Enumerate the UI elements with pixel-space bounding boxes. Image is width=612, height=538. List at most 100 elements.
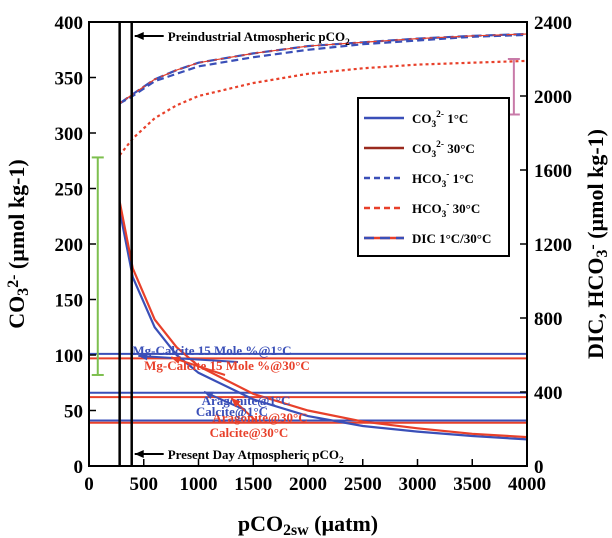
text-span: 3 (442, 180, 447, 190)
text-span: - (446, 170, 449, 180)
x-tick-label: 2000 (289, 474, 327, 495)
legend-box (357, 97, 510, 257)
y-tick-label-left: 50 (64, 402, 83, 423)
text-span: 3 (15, 288, 32, 296)
saturation-label: Calcite@30°C (210, 425, 289, 440)
text-span: 1°C (444, 111, 468, 126)
text-span: - (446, 200, 449, 210)
text-span: 3 (442, 210, 447, 220)
series-line (118, 59, 528, 156)
text-span: CO (250, 511, 283, 536)
text-span: CO (412, 111, 432, 126)
text-span: 2 (345, 38, 350, 48)
x-tick-label: 4000 (508, 474, 546, 495)
saturation-label: Mg-Calcite 15 Mole %@1°C (132, 343, 291, 358)
text-span: DIC 1°C/30°C (412, 231, 491, 246)
series-line (119, 32, 528, 105)
text-span: - (584, 244, 601, 249)
saturation-arrow-head (231, 398, 241, 408)
text-span: CO (412, 141, 432, 156)
y-tick-label-left: 200 (55, 235, 84, 256)
text-span: 2- (436, 110, 444, 120)
axis-titles: pCO2sw (µatm)CO32- (µmol kg-1)DIC, HCO3-… (4, 129, 611, 538)
saturation-arrow-head (138, 352, 148, 361)
saturation-label: Mg-Calcite 15 Mole %@30°C (144, 358, 310, 373)
error-bars (91, 58, 520, 376)
saturation-arrow-head (203, 391, 214, 400)
y-axis-title-right: DIC, HCO3- (µmol kg-1) (583, 129, 611, 359)
text-span: CO (319, 447, 339, 462)
series-lines (118, 32, 528, 441)
text-span: 30°C (449, 201, 480, 216)
text-span: 1°C (449, 171, 473, 186)
text-span: 2sw (283, 522, 309, 538)
x-tick-label: 500 (130, 474, 159, 495)
text-span: 2- (5, 275, 22, 288)
text-span: CO (326, 29, 346, 44)
y-tick-label-left: 400 (55, 13, 84, 34)
series-line (118, 210, 528, 441)
text-span: Present Day Atmospheric p (168, 447, 320, 462)
y-tick-label-right: 1200 (534, 235, 572, 256)
text-span: p (238, 511, 250, 536)
y-tick-label-left: 300 (55, 124, 84, 145)
x-tick-label: 3000 (399, 474, 437, 495)
text-span: HCO (583, 258, 608, 308)
x-tick-label: 1000 (180, 474, 218, 495)
series-line (118, 201, 528, 439)
y-tick-label-right: 800 (534, 309, 563, 330)
saturation-label: Aragonite@1°C (202, 393, 291, 408)
tick-labels: 0 500 1000 1500 2000 2500 3000 3500 400005010015… (55, 13, 573, 495)
axes (88, 21, 528, 467)
saturation-label: Aragonite@30°C (212, 410, 307, 425)
text-span: (µmol kg-1) (4, 159, 29, 274)
saturation-arrow (138, 354, 239, 363)
y-tick-label-left: 250 (55, 180, 84, 201)
y-axis-title-left: CO32- (µmol kg-1) (4, 159, 32, 328)
text-span: (µmol kg-1) (583, 129, 608, 244)
reference-lines (118, 22, 133, 466)
legend-label: HCO3- 30°C (412, 200, 480, 220)
text-span: (µatm) (309, 511, 378, 536)
series-line (119, 33, 528, 105)
y-tick-label-right: 2400 (534, 13, 572, 34)
legend-label: HCO3- 1°C (412, 170, 474, 190)
present-day-arrow-head (134, 450, 144, 458)
text-span: 2- (436, 140, 444, 150)
present-day-label: Present Day Atmospheric pCO2 (168, 447, 344, 466)
text-span: CO (4, 296, 29, 329)
text-span: 3 (432, 150, 437, 160)
legend-label: DIC 1°C/30°C (412, 231, 491, 246)
y-tick-label-right: 400 (534, 383, 563, 404)
saturation-arrow (170, 356, 226, 376)
saturation-label: Calcite@1°C (196, 404, 268, 419)
text-span: 3 (432, 120, 437, 130)
text-span: HCO (412, 171, 442, 186)
legend-label: CO32- 30°C (412, 140, 475, 160)
text-span: HCO (412, 201, 442, 216)
y-tick-label-left: 150 (55, 291, 84, 312)
y-tick-label-right: 1600 (534, 161, 572, 182)
y-tick-label-left: 100 (55, 346, 84, 367)
x-axis-title: pCO2sw (µatm) (238, 511, 378, 538)
text-span: 30°C (444, 141, 475, 156)
text-span: Preindustrial Atmospheric p (168, 29, 326, 44)
text-span: 2 (339, 456, 344, 466)
x-tick-label: 3500 (453, 474, 491, 495)
y-tick-label-right: 0 (534, 457, 544, 478)
y-tick-label-left: 350 (55, 69, 84, 90)
x-tick-label: 2500 (344, 474, 382, 495)
text-span: DIC, (583, 308, 608, 359)
saturation-arrow-head (171, 356, 181, 364)
text-span: 3 (594, 250, 611, 258)
legend-label: CO32- 1°C (412, 110, 468, 130)
x-tick-label: 1500 (234, 474, 272, 495)
y-tick-label-left: 0 (74, 457, 84, 478)
preindustrial-label: Preindustrial Atmospheric pCO2 (168, 29, 350, 48)
x-tick-label: 0 (84, 474, 94, 495)
preindustrial-arrow-head (134, 32, 144, 40)
y-tick-label-right: 2000 (534, 87, 572, 108)
